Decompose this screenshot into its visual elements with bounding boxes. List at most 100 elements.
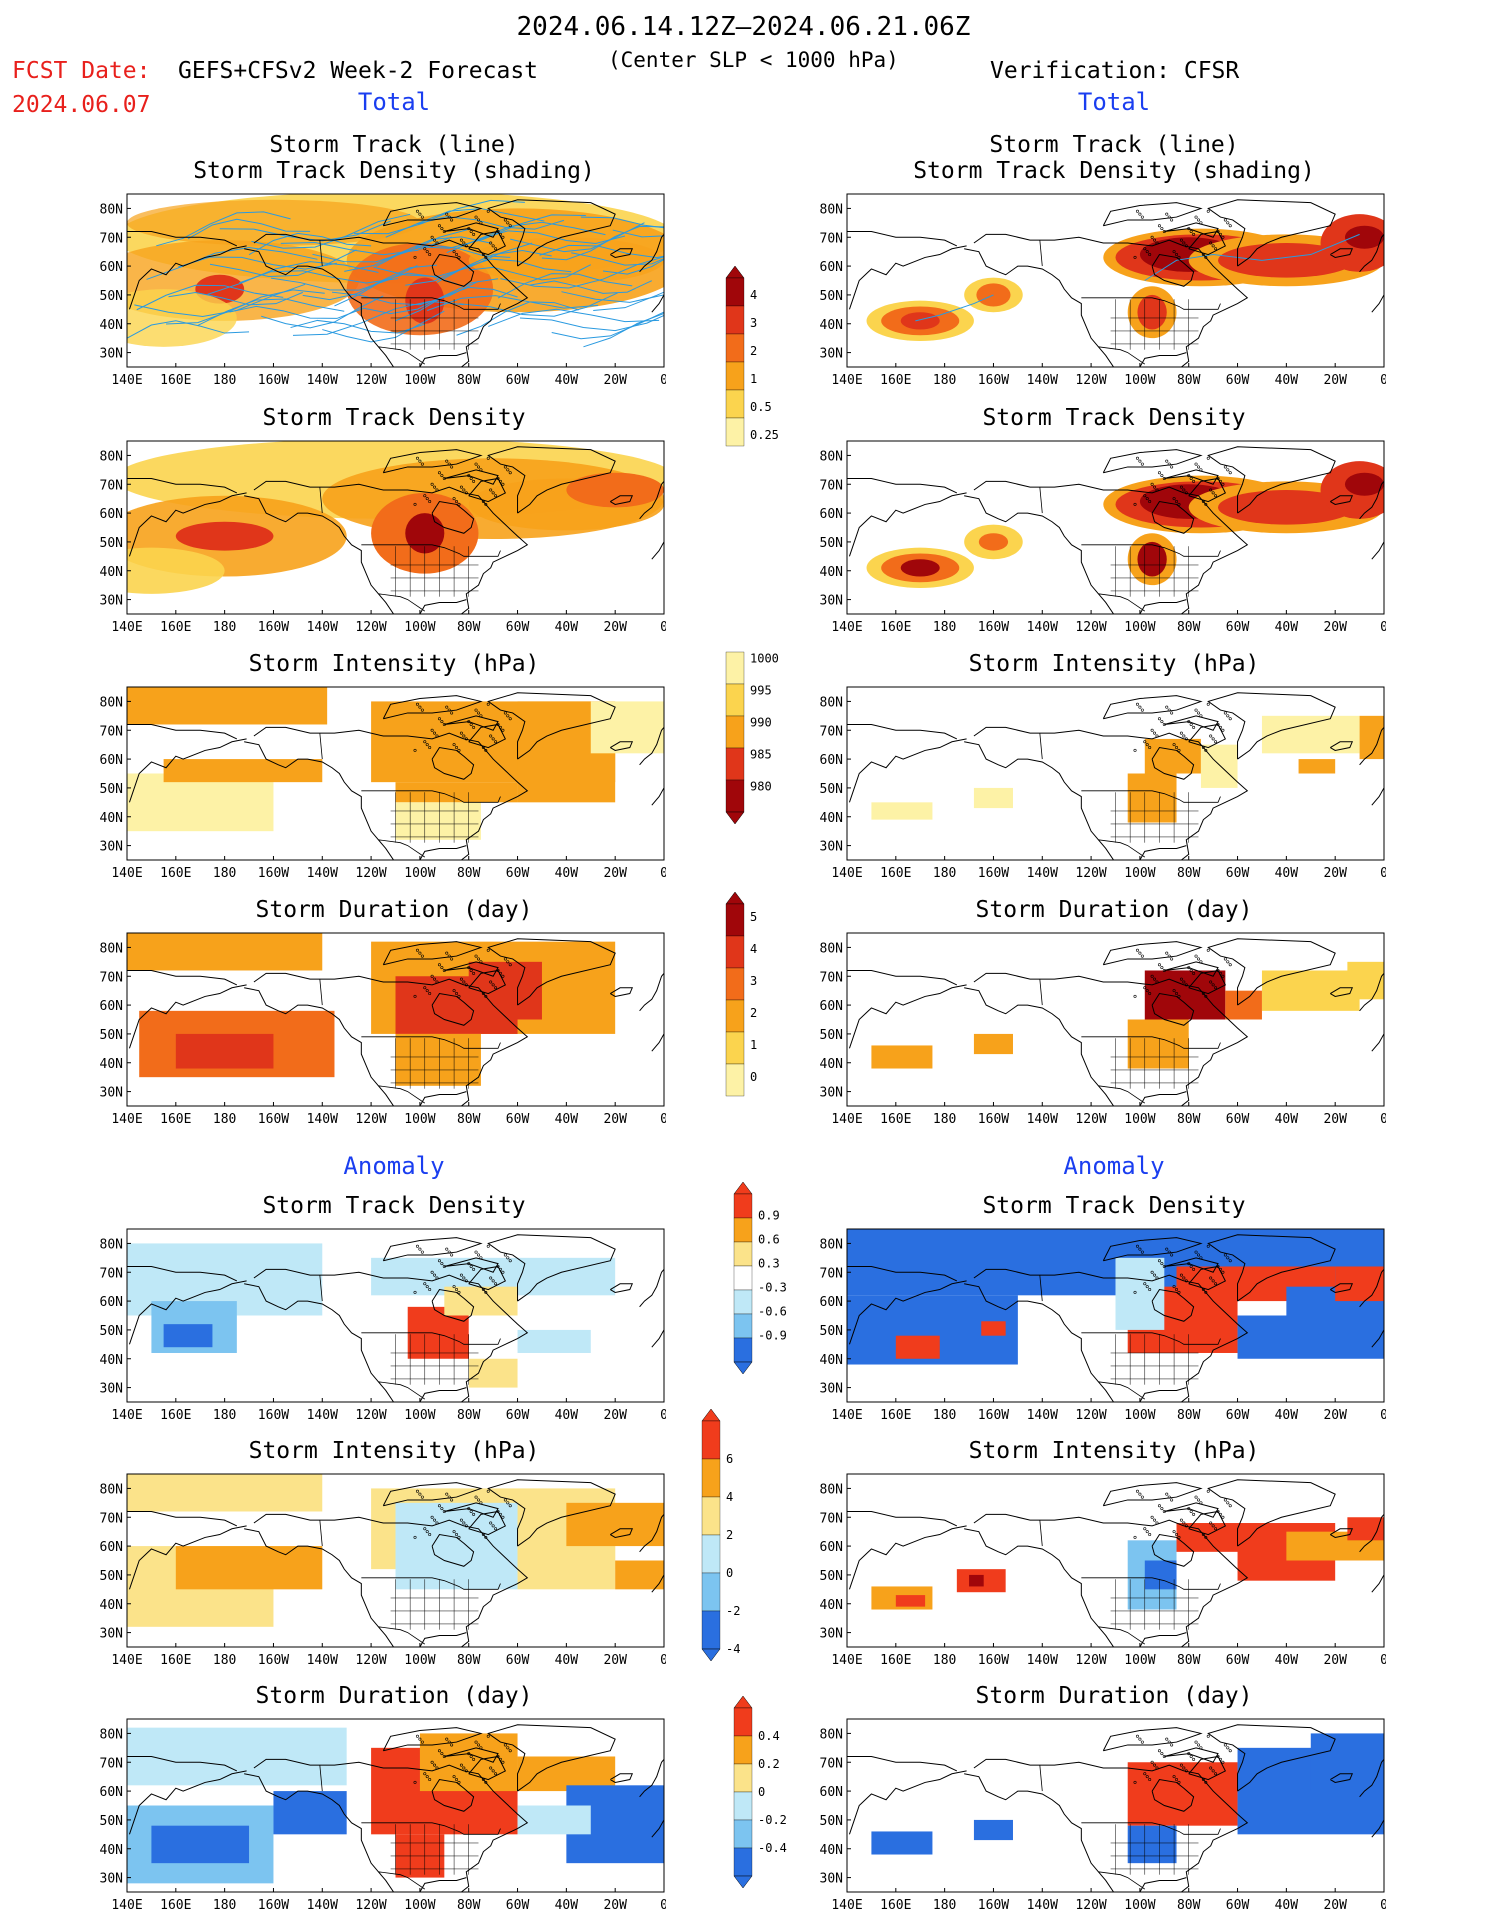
lon-label: 60W xyxy=(506,373,530,388)
lon-label: 180 xyxy=(213,373,236,388)
lon-label: 120W xyxy=(1075,1112,1106,1127)
fcst-date-label: FCST Date: xyxy=(12,58,151,84)
lat-label: 40N xyxy=(820,811,843,826)
map-forecast-anom-duration: 80N 70N 60N 50N 40N 30N 140E 160E 180 160W 140W 120… xyxy=(85,1717,666,1920)
lon-label: 100W xyxy=(404,866,435,881)
lat-label: 30N xyxy=(100,1382,123,1397)
lat-label: 30N xyxy=(820,840,843,855)
lon-label: 0 xyxy=(660,1653,666,1668)
lon-label: 140E xyxy=(111,620,142,635)
map-verification-anom-intensity: 80N 70N 60N 50N 40N 30N 140E 160E 180 160W 140W 120… xyxy=(805,1472,1386,1675)
lon-label: 40W xyxy=(555,1408,579,1423)
colorbar-label: 0 xyxy=(726,1566,733,1580)
lon-label: 0 xyxy=(660,620,666,635)
map-verification-duration: 80N 70N 60N 50N 40N 30N 140E 160E 180 160W 140W 120… xyxy=(805,931,1386,1134)
map-forecast-density: 80N 70N 60N 50N 40N 30N 140E 160E 180 160W 140W 120… xyxy=(85,439,666,642)
lon-label: 180 xyxy=(933,1112,956,1127)
colorbar-label: 4 xyxy=(750,288,757,302)
lon-label: 140W xyxy=(307,1408,338,1423)
lat-label: 40N xyxy=(820,1057,843,1072)
colorbar-intensity-total: 1000 995 990 985 980 xyxy=(724,648,804,834)
lon-label: 160E xyxy=(880,1653,911,1668)
lat-label: 70N xyxy=(820,724,843,739)
lon-label: 140E xyxy=(111,373,142,388)
colorbar-label: 0.4 xyxy=(758,1729,780,1743)
lon-label: 40W xyxy=(555,373,579,388)
lat-label: 30N xyxy=(100,1086,123,1101)
title-left-anom-density: Storm Track Density xyxy=(262,1193,526,1219)
lat-label: 80N xyxy=(820,202,843,217)
lat-label: 80N xyxy=(820,1482,843,1497)
lat-label: 50N xyxy=(100,1569,123,1584)
lon-label: 160E xyxy=(880,620,911,635)
lon-label: 0 xyxy=(660,1408,666,1423)
colorbar-label: 3 xyxy=(750,974,757,988)
colorbar-label: 3 xyxy=(750,316,757,330)
lat-label: 70N xyxy=(100,1266,123,1281)
colorbar-label: -0.9 xyxy=(758,1329,787,1343)
lon-label: 60W xyxy=(1226,866,1250,881)
lon-label: 100W xyxy=(1124,620,1155,635)
center-slp-note: (Center SLP < 1000 hPa) xyxy=(608,48,899,72)
lon-label: 160E xyxy=(880,866,911,881)
lon-label: 100W xyxy=(1124,1112,1155,1127)
lon-label: 160E xyxy=(880,1898,911,1913)
lon-label: 80W xyxy=(457,1653,481,1668)
lon-label: 20W xyxy=(1323,1408,1347,1423)
lon-label: 0 xyxy=(1380,1112,1386,1127)
colorbar-label: 1 xyxy=(750,372,757,386)
lon-label: 20W xyxy=(603,1112,627,1127)
lon-label: 160E xyxy=(160,1112,191,1127)
colorbar-label: -0.6 xyxy=(758,1305,787,1319)
lat-label: 30N xyxy=(820,1086,843,1101)
lat-label: 50N xyxy=(100,289,123,304)
colorbar-label: -0.2 xyxy=(758,1813,787,1827)
title-right-anom-intensity: Storm Intensity (hPa) xyxy=(968,1438,1260,1464)
colorbar-label: 995 xyxy=(750,683,772,697)
lon-label: 20W xyxy=(603,373,627,388)
lon-label: 140E xyxy=(831,866,862,881)
lat-label: 60N xyxy=(100,260,123,275)
lon-label: 120W xyxy=(1075,1408,1106,1423)
lon-label: 100W xyxy=(404,1898,435,1913)
lon-label: 140E xyxy=(831,373,862,388)
lat-label: 40N xyxy=(100,1843,123,1858)
lon-label: 180 xyxy=(933,1653,956,1668)
colorbar-label: 990 xyxy=(750,715,772,729)
lat-label: 60N xyxy=(820,260,843,275)
lat-label: 80N xyxy=(100,941,123,956)
lon-label: 140W xyxy=(1027,1408,1058,1423)
lon-label: 140E xyxy=(831,1408,862,1423)
colorbar-density-total: 4 3 2 1 0.5 0.25 xyxy=(724,262,804,456)
lon-label: 40W xyxy=(555,620,579,635)
lon-label: 140E xyxy=(111,1898,142,1913)
lat-label: 80N xyxy=(100,695,123,710)
lon-label: 160W xyxy=(258,1653,289,1668)
lat-label: 70N xyxy=(100,478,123,493)
lat-label: 80N xyxy=(820,1237,843,1252)
lon-label: 140W xyxy=(307,866,338,881)
lon-label: 180 xyxy=(933,1408,956,1423)
lon-label: 20W xyxy=(603,620,627,635)
map-forecast-anom-intensity: 80N 70N 60N 50N 40N 30N 140E 160E 180 160W 140W 120… xyxy=(85,1472,666,1675)
colorbar-label: 5 xyxy=(750,910,757,924)
lon-label: 140E xyxy=(831,1112,862,1127)
colorbar-label: 0.5 xyxy=(750,400,772,414)
colorbar-label: 4 xyxy=(726,1490,733,1504)
lon-label: 180 xyxy=(213,1653,236,1668)
lon-label: 160W xyxy=(978,1408,1009,1423)
lon-label: 160W xyxy=(258,373,289,388)
lon-label: 60W xyxy=(506,1112,530,1127)
lon-label: 60W xyxy=(1226,1898,1250,1913)
colorbar-label: 4 xyxy=(750,942,757,956)
lon-label: 40W xyxy=(555,1653,579,1668)
lon-label: 40W xyxy=(1275,866,1299,881)
lon-label: 140E xyxy=(831,620,862,635)
lon-label: 160E xyxy=(160,866,191,881)
lon-label: 140E xyxy=(831,1653,862,1668)
title-right-track-shading: Storm Track Density (shading) xyxy=(913,158,1315,184)
colorbar-label: 0.2 xyxy=(758,1757,780,1771)
map-forecast-intensity: 80N 70N 60N 50N 40N 30N 140E 160E 180 160W 140W 120… xyxy=(85,685,666,888)
lon-label: 140W xyxy=(307,1112,338,1127)
